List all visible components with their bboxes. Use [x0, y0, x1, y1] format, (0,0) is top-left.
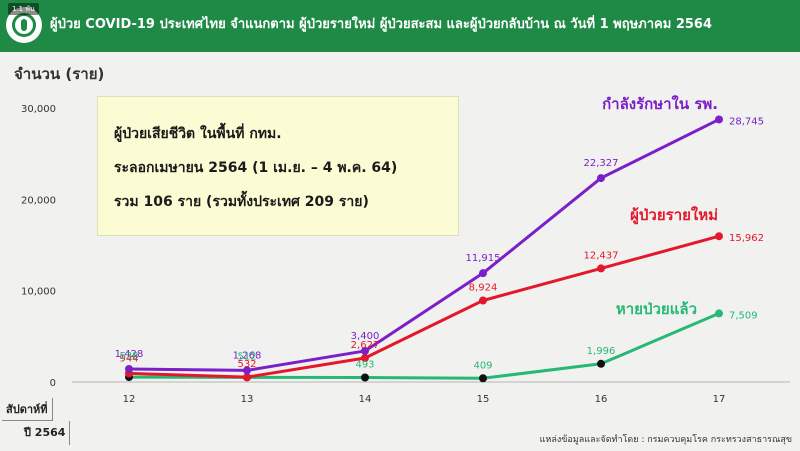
data-label: 3,400 [351, 331, 380, 342]
y-tick-label: 0 [50, 378, 56, 389]
data-label: 512 [237, 351, 256, 362]
data-point [597, 264, 605, 273]
data-label: 7,509 [729, 310, 758, 321]
data-label: 1,428 [115, 349, 144, 360]
data-point [715, 115, 723, 124]
data-point [597, 359, 605, 368]
logo-figure [21, 19, 27, 31]
ministry-logo-icon [6, 7, 42, 43]
data-label: 409 [473, 360, 492, 371]
y-tick-label: 20,000 [21, 195, 56, 206]
x-tick-label: 14 [359, 394, 372, 405]
data-point [243, 366, 251, 375]
x-axis-title-week: สัปดาห์ที่ [2, 398, 53, 421]
data-point [479, 296, 487, 305]
data-label: 11,915 [466, 253, 501, 264]
x-tick-label: 12 [123, 394, 136, 405]
data-label: 28,745 [729, 116, 764, 127]
data-label: 538 [119, 351, 138, 362]
data-label: 15,962 [729, 233, 764, 244]
x-tick-label: 16 [595, 394, 608, 405]
data-label: 2,627 [351, 340, 380, 351]
data-point [715, 309, 723, 318]
series-name-label: หายป่วยแล้ว [616, 300, 697, 318]
data-label: 944 [119, 353, 138, 364]
x-axis-title-year: ปี 2564 [2, 421, 71, 445]
series-name-label: ผู้ป่วยรายใหม่ [630, 206, 718, 225]
logo-ring [12, 13, 36, 37]
page-title: ผู้ป่วย COVID-19 ประเทศไทย จำแนกตาม ผู้ป… [50, 17, 713, 32]
data-label: 1,268 [233, 350, 262, 361]
data-label: 22,327 [584, 158, 619, 169]
data-point [361, 373, 369, 382]
data-label: 8,924 [469, 282, 498, 293]
series-line-1 [128, 234, 720, 379]
view-count-badge: 1.1 พัน [8, 3, 39, 15]
data-point [715, 232, 723, 241]
data-label: 12,437 [584, 250, 619, 261]
data-point [361, 346, 369, 355]
data-point [479, 374, 487, 383]
series-line-2 [128, 312, 720, 380]
data-point [361, 354, 369, 363]
data-point [125, 364, 133, 373]
death-note-box: ผู้ป่วยเสียชีวิต ในพื้นที่ กทม. ระลอกเมษ… [97, 96, 459, 236]
data-point [243, 373, 251, 382]
data-point [479, 269, 487, 278]
note-line-3: รวม 106 ราย (รวมทั้งประเทศ 209 ราย) [114, 194, 369, 210]
x-tick-label: 15 [477, 394, 490, 405]
data-label: 493 [355, 359, 374, 370]
data-point [597, 174, 605, 183]
header-bar: 1.1 พัน ผู้ป่วย COVID-19 ประเทศไทย จำแนก… [0, 0, 800, 52]
note-line-2: ระลอกเมษายน 2564 (1 เม.ย. – 4 พ.ค. 64) [114, 160, 398, 176]
y-axis-unit-label: จำนวน (ราย) [14, 65, 105, 83]
series-name-label: กำลังรักษาใน รพ. [602, 95, 718, 113]
x-tick-label: 13 [241, 394, 254, 405]
y-tick-label: 10,000 [21, 287, 56, 298]
source-credit: แหล่งข้อมูลและจัดทำโดย : กรมควบคุมโรค กร… [539, 435, 792, 445]
series-line-0 [128, 118, 720, 372]
y-tick-label: 30,000 [21, 104, 56, 115]
data-label: 532 [237, 359, 256, 370]
note-line-1: ผู้ป่วยเสียชีวิต ในพื้นที่ กทม. [114, 126, 282, 142]
x-tick-label: 17 [713, 394, 726, 405]
data-label: 1,996 [587, 346, 616, 357]
